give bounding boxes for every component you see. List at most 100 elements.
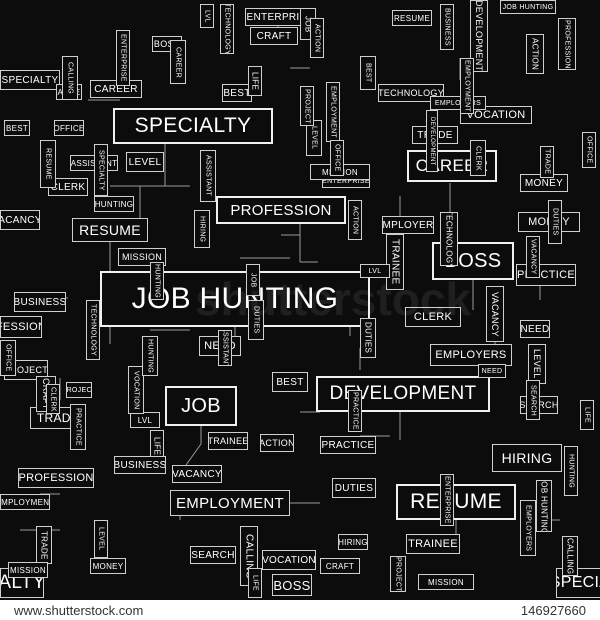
footer-bar: www.shutterstock.com 146927660: [0, 600, 600, 620]
word-box-profession: PROFESSION: [216, 196, 346, 224]
word-box-clerk: CLERK: [405, 307, 461, 327]
word-box-vacancy: VACANCY: [172, 465, 222, 483]
word-box-hunting: HUNTING: [142, 336, 158, 376]
word-box-trainee: TRAINEE: [386, 234, 404, 290]
word-box-employment: EMPLOYMENT: [170, 490, 290, 516]
word-box-hiring: HIRING: [194, 210, 210, 248]
word-box-job: JOB: [165, 386, 237, 426]
word-box-practice: PRACTICE: [70, 404, 86, 450]
word-box-business: BUSINESS: [440, 4, 454, 50]
word-box-life: LIFE: [248, 568, 262, 598]
word-box-job-hunting: JOB HUNTING: [536, 480, 552, 532]
word-box-duties: DUTIES: [332, 478, 376, 498]
word-box-business: BUSINESS: [14, 292, 66, 312]
word-box-best: BEST: [222, 84, 252, 102]
word-box-duties: DUTIES: [248, 300, 264, 340]
word-box-development: DEVELOPMENT: [426, 110, 438, 172]
word-box-employers: EMPLOYERS: [430, 344, 512, 366]
word-box-job-hunting: JOB HUNTING: [500, 0, 556, 14]
word-box-enterprise: ENTERPRISE: [440, 474, 454, 526]
word-box-level: LEVEL: [126, 152, 164, 172]
word-box-hunting: HUNTING: [150, 262, 164, 300]
word-box-vocation: VOCATION: [128, 366, 144, 414]
word-box-best: BEST: [360, 56, 376, 90]
word-box-vacancy: VACANCY: [486, 286, 504, 342]
word-box-technology: TECHNOLOGY: [440, 212, 458, 266]
word-box-profession: PROFESSION: [18, 468, 94, 488]
word-box-resume: RESUME: [396, 484, 516, 520]
word-box-boss: BOSS: [272, 574, 312, 596]
word-box-office: OFFICE: [330, 140, 344, 176]
word-box-search: SEARCH: [526, 380, 540, 420]
word-box-best: BEST: [4, 120, 30, 136]
word-cloud: JOB HUNTING SPECIALTY DEVELOPMENT RESUME BOS…: [0, 0, 600, 600]
word-box-employers: EMPLOYERS: [382, 216, 434, 234]
word-box-action: ACTION: [526, 34, 544, 74]
word-box-business: BUSINESS: [114, 456, 166, 474]
footer-image-id: 146927660: [520, 602, 586, 618]
word-box-assistant: ASSISTANT: [200, 150, 216, 202]
word-box-enterprise: ENTERPRISE: [116, 30, 130, 86]
word-box-assistant: ASSISTANT: [218, 330, 232, 366]
word-box-trainee: TRAINEE: [208, 432, 248, 450]
word-box-trainee: TRAINEE: [406, 534, 460, 554]
word-box-technology: TECHNOLOGY: [86, 300, 100, 360]
word-box-project: PROJECT: [300, 86, 314, 126]
word-box-technology: TECHNOLOGY: [378, 84, 444, 102]
word-box-employment: EMPLOYMENT: [0, 494, 50, 510]
word-box-lvl: LVL: [130, 412, 160, 428]
word-box-craft: CRAFT: [250, 27, 298, 45]
word-box-need: NEED: [520, 320, 550, 338]
word-box-career: CAREER: [170, 40, 186, 84]
word-box-resume: RESUME: [40, 140, 56, 188]
word-box-practice: PRACTICE: [320, 436, 376, 454]
word-box-hunting: HUNTING: [564, 446, 578, 496]
word-box-action: ACTION: [348, 200, 362, 240]
word-box-hiring: HIRING: [338, 534, 368, 550]
word-box-project: PROJECT: [66, 382, 92, 398]
word-box-life: LIFE: [580, 400, 594, 430]
word-box-employers: EMPLOYERS: [430, 96, 486, 110]
word-box-hiring: HIRING: [492, 444, 562, 472]
word-box-vacancy: VACANCY: [526, 236, 540, 278]
word-box-search: SEARCH: [190, 546, 236, 564]
word-box-duties: DUTIES: [360, 318, 376, 358]
word-box-fession: FESSION: [0, 316, 42, 338]
word-box-lvl: LVL: [200, 4, 214, 28]
word-box-office: OFFICE: [582, 132, 596, 168]
word-box-job-hunting: JOB HUNTING: [100, 271, 370, 327]
word-box-profession: PROFESSION: [558, 18, 576, 70]
word-box-level: LEVEL: [94, 520, 108, 558]
word-box-employment: EMPLOYMENT: [460, 58, 474, 114]
word-box-calling: CALLING: [62, 56, 78, 100]
word-box-craft: CRAFT: [320, 558, 360, 574]
word-box-technology: TECHNOLOGY: [220, 4, 234, 54]
word-box-level: LEVEL: [528, 344, 546, 384]
word-box-practice: PRACTICE: [348, 390, 362, 432]
word-box-mission: MISSION: [418, 574, 474, 590]
word-box-acancy: ACANCY: [0, 210, 40, 230]
word-box-duties: DUTIES: [548, 200, 562, 244]
word-box-project: PROJECT: [390, 556, 406, 592]
word-box-office: OFFICE: [54, 120, 84, 136]
word-box-hunting: HUNTING: [94, 196, 134, 212]
word-box-need: NEED: [478, 364, 506, 378]
word-box-vocation: VOCATION: [460, 106, 532, 124]
word-box-employers: EMPLOYERS: [520, 500, 536, 556]
word-box-resume: RESUME: [72, 218, 148, 242]
word-box-specialty: SPECIALTY: [0, 70, 60, 90]
connector-line: [185, 443, 202, 466]
word-box-specialty: SPECIALTY: [113, 108, 273, 144]
word-box-life: LIFE: [248, 66, 262, 96]
word-box-trade: TRADE: [540, 146, 554, 178]
word-box-action: ACTION: [260, 434, 294, 452]
word-box-office: OFFICE: [0, 340, 16, 376]
word-box-level: LEVEL: [306, 120, 322, 156]
footer-site: www.shutterstock.com: [14, 602, 144, 618]
word-box-money: MONEY: [90, 558, 126, 574]
word-box-mission: MISSION: [118, 248, 166, 266]
word-box-best: BEST: [272, 372, 308, 392]
word-box-clerk: CLERK: [46, 384, 60, 414]
word-box-resume: RESUME: [392, 10, 432, 26]
word-box-specialty: SPECIALTY: [94, 144, 108, 196]
